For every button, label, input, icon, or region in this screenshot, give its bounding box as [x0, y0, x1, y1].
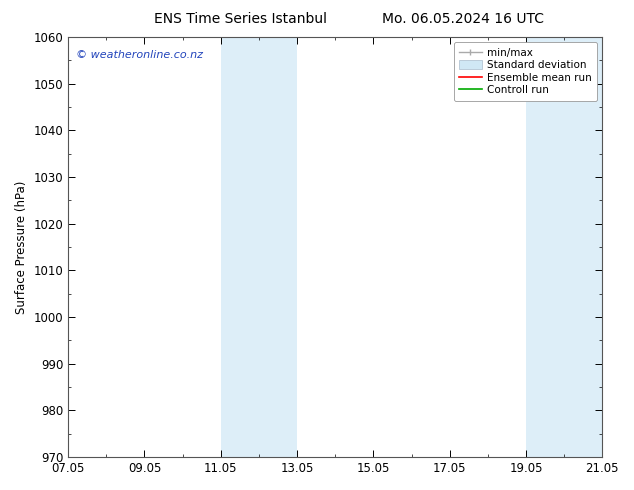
Text: © weatheronline.co.nz: © weatheronline.co.nz — [76, 50, 203, 60]
Text: Mo. 06.05.2024 16 UTC: Mo. 06.05.2024 16 UTC — [382, 12, 544, 26]
Bar — [526, 37, 602, 457]
Legend: min/max, Standard deviation, Ensemble mean run, Controll run: min/max, Standard deviation, Ensemble me… — [454, 42, 597, 100]
Bar — [221, 37, 297, 457]
Y-axis label: Surface Pressure (hPa): Surface Pressure (hPa) — [15, 180, 28, 314]
Text: ENS Time Series Istanbul: ENS Time Series Istanbul — [155, 12, 327, 26]
